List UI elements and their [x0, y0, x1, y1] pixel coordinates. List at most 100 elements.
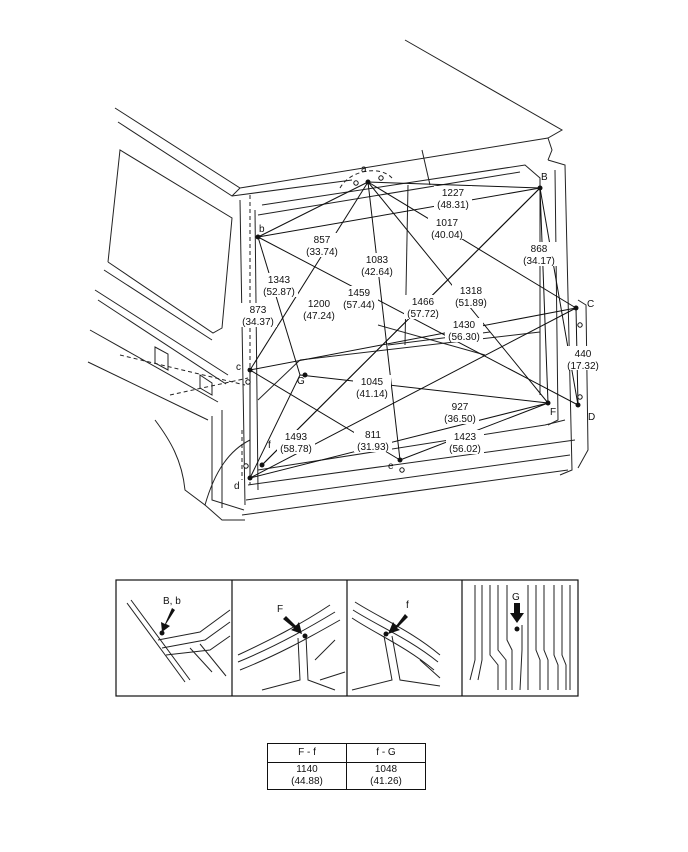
point-f-dot [259, 462, 265, 468]
point-e-dot [397, 457, 403, 463]
point-a-hole-2 [378, 175, 384, 181]
point-b-dot [255, 234, 261, 240]
svg-text:1430: 1430 [453, 320, 476, 331]
svg-text:1045: 1045 [361, 377, 384, 388]
svg-text:(56.02): (56.02) [449, 444, 481, 455]
svg-text:(57.72): (57.72) [407, 309, 439, 320]
arrow-icon [283, 616, 302, 634]
svg-text:G: G [512, 592, 520, 603]
svg-text:1200: 1200 [308, 299, 331, 310]
dim-1083: 1083 (42.64) [358, 253, 396, 278]
svg-text:(47.24): (47.24) [303, 311, 335, 322]
point-label-e: e [388, 461, 394, 472]
svg-text:1466: 1466 [412, 297, 435, 308]
dim-1430: 1430 (56.30) [445, 318, 483, 343]
svg-text:1343: 1343 [268, 275, 291, 286]
svg-text:1017: 1017 [436, 218, 459, 229]
svg-text:(52.87): (52.87) [263, 287, 295, 298]
svg-text:873: 873 [250, 305, 267, 316]
point-c-hole [245, 379, 251, 385]
svg-text:(36.50): (36.50) [444, 414, 476, 425]
point-G-dot [302, 372, 308, 378]
dim-1200: 1200 (47.24) [300, 297, 338, 322]
dim-1459: 1459 (57.44) [340, 286, 378, 311]
dim-1493: 1493 (58.78) [277, 430, 315, 455]
detail-panels: B, b F f [115, 579, 579, 697]
svg-text:1227: 1227 [442, 188, 465, 199]
svg-text:(31.93): (31.93) [357, 442, 389, 453]
svg-text:1459: 1459 [348, 288, 371, 299]
svg-text:(17.32): (17.32) [567, 361, 599, 372]
vehicle-body-outline [87, 39, 589, 521]
point-label-d: d [234, 481, 240, 492]
point-D-dot [575, 402, 581, 408]
svg-text:857: 857 [314, 235, 331, 246]
svg-text:(56.30): (56.30) [448, 332, 480, 343]
svg-text:B, b: B, b [163, 596, 181, 607]
svg-text:f: f [406, 600, 409, 611]
point-D-hole [577, 394, 583, 400]
svg-text:1318: 1318 [460, 286, 483, 297]
table-header-row: F - f f - G [267, 743, 426, 763]
dim-811: 811 (31.93) [354, 428, 392, 453]
point-d-hole [243, 463, 249, 469]
point-label-f: f [268, 440, 271, 451]
detail-F: F [237, 604, 346, 691]
detail-B-b: B, b [126, 596, 231, 683]
table-cell-in: (41.26) [370, 776, 402, 787]
point-label-C: C [587, 299, 594, 310]
detail-f: f [351, 600, 441, 691]
point-label-a: a [361, 164, 367, 175]
dim-857: 857 (33.74) [303, 233, 341, 258]
table-cell-mm: 1048 [374, 764, 398, 775]
point-label-b: b [259, 224, 265, 235]
point-label-G: G [297, 376, 305, 387]
point-label-c: c [236, 362, 241, 373]
dim-1466: 1466 (57.72) [404, 295, 442, 320]
table-header-F-f: F - f [267, 743, 347, 763]
svg-text:(33.74): (33.74) [306, 247, 338, 258]
svg-text:1423: 1423 [454, 432, 477, 443]
arrow-icon [388, 614, 408, 634]
point-label-F: F [550, 407, 556, 418]
point-d-dot [247, 475, 253, 481]
table-header-f-G: f - G [346, 743, 426, 763]
dim-1017: 1017 (40.04) [428, 215, 466, 241]
table-row: 1140 (44.88) 1048 (41.26) [267, 762, 426, 790]
svg-text:868: 868 [531, 244, 548, 255]
dimension-table: F - f f - G 1140 (44.88) 1048 (41.26) [267, 743, 426, 790]
dim-440: 440 (17.32) [565, 346, 601, 372]
point-labels: a B b C c D d e F f G [234, 164, 595, 492]
dim-927: 927 (36.50) [441, 400, 479, 425]
svg-text:927: 927 [452, 402, 469, 413]
point-e-hole [399, 467, 405, 473]
svg-text:(34.17): (34.17) [523, 256, 555, 267]
point-label-D: D [588, 412, 595, 423]
point-C-hole [577, 322, 583, 328]
dim-868: 868 (34.17) [520, 242, 558, 267]
point-a-dot [365, 179, 371, 185]
svg-text:(34.37): (34.37) [242, 317, 274, 328]
detail-G: G [469, 585, 571, 691]
dim-1227: 1227 (48.31) [434, 186, 472, 211]
svg-text:1493: 1493 [285, 432, 308, 443]
svg-text:440: 440 [575, 349, 592, 360]
dim-1045: 1045 (41.14) [353, 375, 391, 400]
svg-text:(57.44): (57.44) [343, 300, 375, 311]
svg-text:1083: 1083 [366, 255, 389, 266]
point-F-dot [545, 400, 551, 406]
measuring-points [243, 175, 583, 481]
point-c-dot [247, 367, 253, 373]
svg-text:811: 811 [365, 430, 381, 441]
dim-873: 873 (34.37) [239, 303, 277, 328]
table-cell-in: (44.88) [291, 776, 323, 787]
table-cell-mm: 1140 [296, 764, 318, 775]
svg-text:(40.04): (40.04) [431, 230, 463, 241]
arrow-icon [161, 608, 175, 632]
point-a-hole [353, 180, 359, 186]
point-B-dot [537, 185, 543, 191]
dim-1343: 1343 (52.87) [260, 273, 298, 298]
dim-1423: 1423 (56.02) [446, 430, 484, 455]
point-label-B: B [541, 172, 548, 183]
